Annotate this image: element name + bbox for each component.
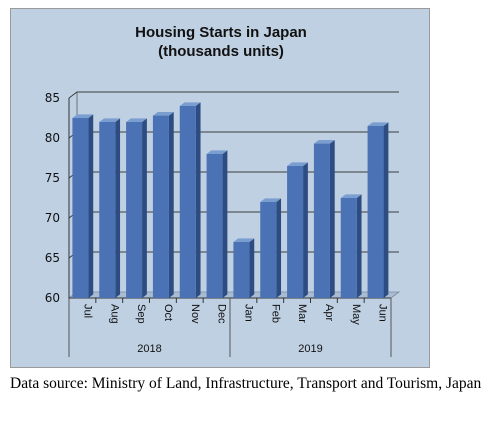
bar-may	[340, 194, 362, 298]
chart-frame: Housing Starts in Japan (thousands units…	[10, 8, 430, 368]
bar-feb	[260, 198, 282, 298]
x-category-label-feb: Feb	[269, 304, 281, 323]
bar-nov	[179, 102, 201, 299]
bar-aug	[99, 118, 121, 299]
gridline-85	[68, 91, 399, 99]
y-tick-label-85: 85	[45, 91, 60, 105]
bar-oct	[152, 112, 174, 298]
bar-jan	[233, 238, 255, 298]
data-source-caption: Data source: Ministry of Land, Infrastru…	[10, 375, 482, 392]
bar-jun	[367, 122, 389, 299]
y-tick-label-70: 70	[45, 211, 60, 225]
x-category-label-jan: Jan	[242, 304, 254, 322]
bar-apr	[313, 140, 335, 298]
bar-chart: 60 65 70 75 80 85 Jul Aug Sep Oct Nov Dec Jan Feb Mar A…	[45, 91, 401, 357]
x-category-label-dec: Dec	[216, 304, 228, 324]
x-category-label-jul: Jul	[81, 304, 93, 318]
bar-dec	[206, 150, 228, 298]
x-category-label-nov: Nov	[189, 304, 201, 324]
x-category-label-sep: Sep	[135, 304, 147, 324]
x-category-label-jun: Jun	[377, 304, 389, 322]
chart-title: Housing Starts in Japan (thousands units…	[11, 23, 431, 61]
bar-jul	[72, 114, 94, 299]
x-category-label-aug: Aug	[108, 304, 120, 324]
x-category-label-apr: Apr	[323, 304, 335, 321]
chart-title-line1: Housing Starts in Japan	[135, 24, 307, 41]
year-label-2019: 2019	[298, 343, 322, 355]
x-category-label-may: May	[350, 304, 362, 325]
chart-title-line2: (thousands units)	[158, 43, 284, 60]
x-category-label-oct: Oct	[162, 304, 174, 321]
y-tick-label-60: 60	[45, 291, 60, 305]
y-tick-label-65: 65	[45, 251, 60, 265]
year-label-2018: 2018	[137, 343, 161, 355]
y-tick-label-75: 75	[45, 171, 60, 185]
bar-sep	[126, 118, 147, 299]
y-tick-label-80: 80	[45, 131, 60, 145]
bar-mar	[287, 162, 308, 298]
x-category-label-mar: Mar	[296, 304, 308, 323]
